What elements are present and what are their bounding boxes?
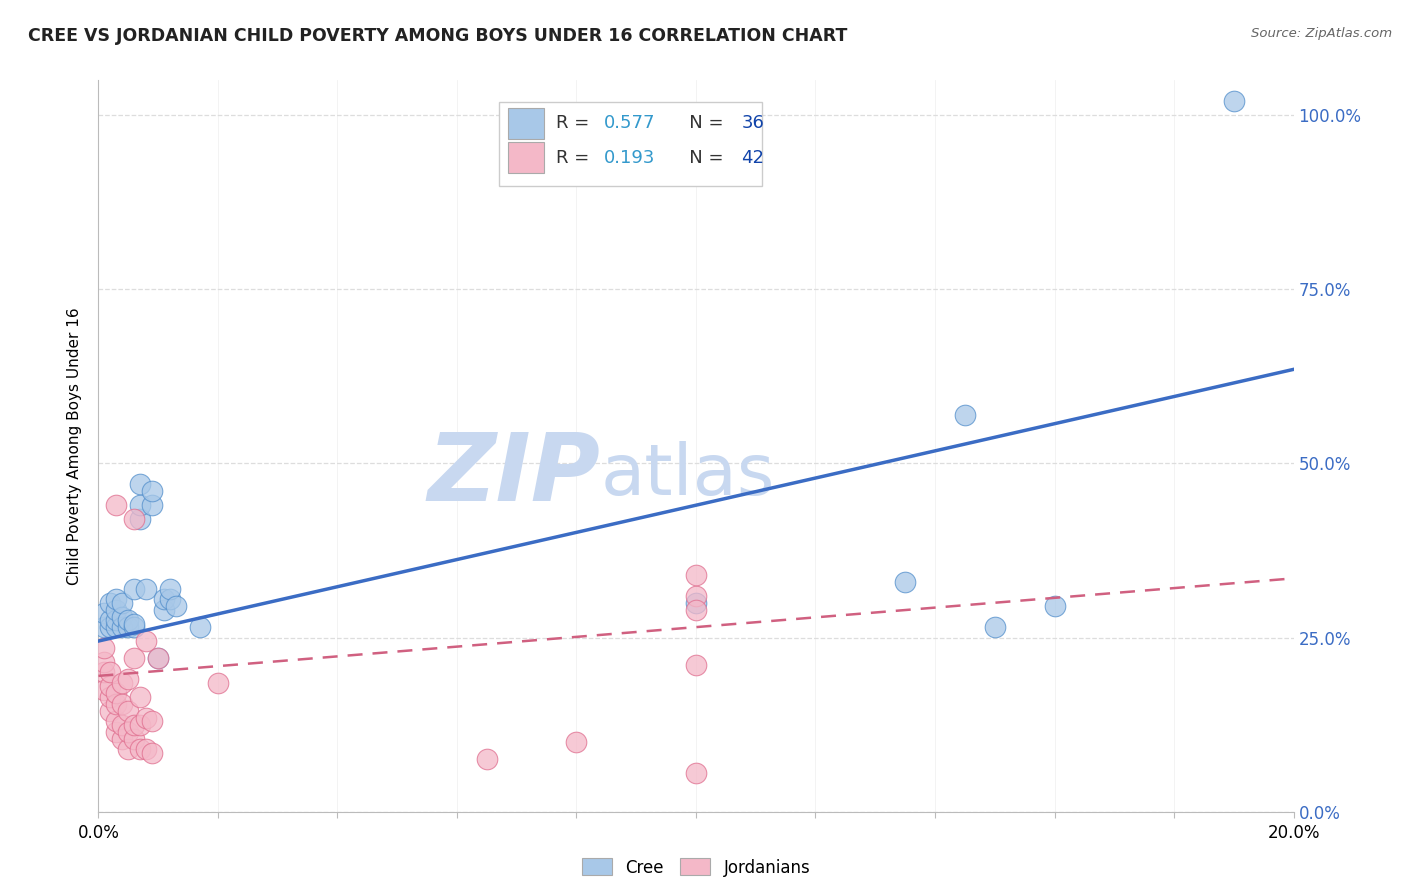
Point <box>188 620 211 634</box>
Point <box>111 731 134 746</box>
Point <box>93 640 115 655</box>
Point <box>141 714 163 728</box>
Point <box>93 655 115 669</box>
Point <box>129 477 152 491</box>
Point <box>135 634 157 648</box>
Point <box>117 620 139 634</box>
Point <box>111 609 134 624</box>
Y-axis label: Child Poverty Among Boys Under 16: Child Poverty Among Boys Under 16 <box>66 307 82 585</box>
Point <box>100 613 122 627</box>
Point <box>124 616 146 631</box>
Point <box>117 673 139 687</box>
Point <box>105 613 128 627</box>
Point <box>1043 599 1066 614</box>
Point <box>124 582 146 596</box>
Point <box>894 574 917 589</box>
Text: R =: R = <box>557 149 595 167</box>
Text: R =: R = <box>557 114 595 132</box>
Text: 0.577: 0.577 <box>605 114 655 132</box>
Point <box>93 665 115 680</box>
Point <box>685 567 707 582</box>
Point <box>153 592 176 607</box>
Text: atlas: atlas <box>600 441 775 509</box>
Point <box>105 714 128 728</box>
Point <box>159 582 181 596</box>
Bar <box>509 108 544 139</box>
Point <box>129 690 152 704</box>
Point <box>129 742 152 756</box>
Point <box>111 676 134 690</box>
Point <box>111 717 134 731</box>
Point <box>148 651 170 665</box>
Point <box>685 603 707 617</box>
Point <box>100 704 122 718</box>
Point <box>93 620 115 634</box>
Point <box>111 697 134 711</box>
FancyBboxPatch shape <box>499 103 762 186</box>
Point <box>105 686 128 700</box>
Point <box>100 665 122 680</box>
Text: 36: 36 <box>741 114 765 132</box>
Point <box>159 592 181 607</box>
Point <box>129 512 152 526</box>
Text: 0.193: 0.193 <box>605 149 655 167</box>
Point <box>124 651 146 665</box>
Point <box>1223 94 1246 108</box>
Text: CREE VS JORDANIAN CHILD POVERTY AMONG BOYS UNDER 16 CORRELATION CHART: CREE VS JORDANIAN CHILD POVERTY AMONG BO… <box>28 27 848 45</box>
Point <box>100 596 122 610</box>
Point <box>475 752 498 766</box>
Point <box>105 592 128 607</box>
Point <box>111 620 134 634</box>
Point <box>685 658 707 673</box>
Point <box>141 746 163 760</box>
Text: N =: N = <box>672 149 730 167</box>
Text: Source: ZipAtlas.com: Source: ZipAtlas.com <box>1251 27 1392 40</box>
Text: N =: N = <box>672 114 730 132</box>
Point <box>165 599 187 614</box>
Point <box>685 766 707 780</box>
Point <box>117 724 139 739</box>
Point <box>685 589 707 603</box>
Point <box>141 498 163 512</box>
Point <box>93 606 115 620</box>
Point <box>565 735 588 749</box>
Point <box>117 704 139 718</box>
Point <box>105 620 128 634</box>
Point <box>124 512 146 526</box>
Point <box>129 498 152 512</box>
Point <box>100 620 122 634</box>
Point <box>153 603 176 617</box>
Point <box>129 717 152 731</box>
Point <box>124 731 146 746</box>
Point <box>135 742 157 756</box>
Point <box>207 676 229 690</box>
Point <box>148 651 170 665</box>
Point <box>124 717 146 731</box>
Point <box>105 697 128 711</box>
Point <box>93 682 115 697</box>
Text: 42: 42 <box>741 149 765 167</box>
Point <box>111 596 134 610</box>
Point <box>135 582 157 596</box>
Point <box>124 620 146 634</box>
Point <box>105 603 128 617</box>
Point <box>100 679 122 693</box>
Point <box>117 742 139 756</box>
Point <box>953 408 976 422</box>
Point <box>141 484 163 499</box>
Point <box>100 690 122 704</box>
Point <box>105 498 128 512</box>
Point <box>984 620 1007 634</box>
Legend: Cree, Jordanians: Cree, Jordanians <box>582 858 810 877</box>
Text: ZIP: ZIP <box>427 429 600 521</box>
Point <box>685 596 707 610</box>
Point <box>135 711 157 725</box>
Point <box>117 613 139 627</box>
Bar <box>509 143 544 173</box>
Point <box>105 724 128 739</box>
